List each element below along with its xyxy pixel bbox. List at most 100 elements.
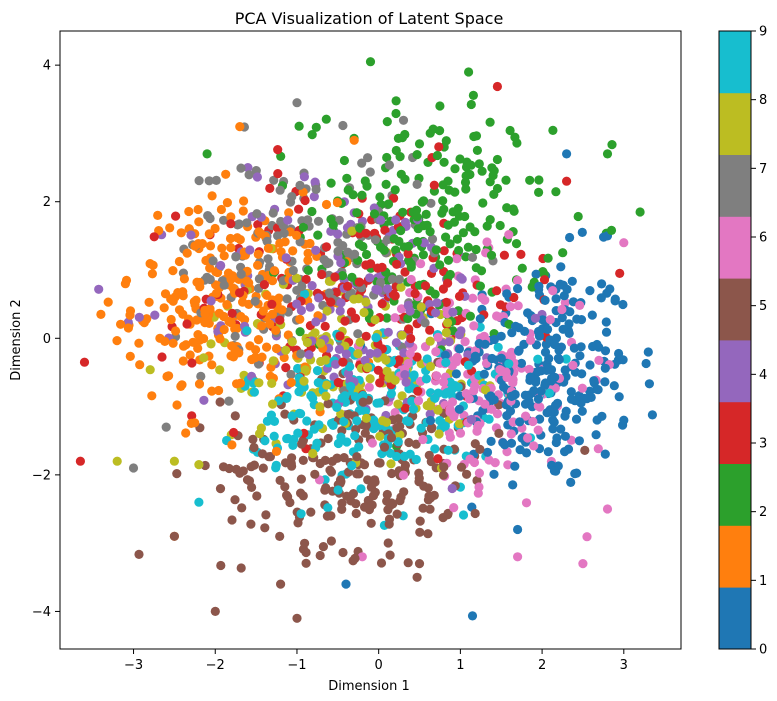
data-point-class-5	[320, 485, 330, 495]
data-point-class-0	[548, 415, 558, 425]
data-point-class-2	[501, 175, 511, 185]
data-point-class-0	[510, 321, 521, 331]
data-point-class-7	[467, 252, 478, 262]
data-point-class-4	[150, 310, 160, 320]
data-point-class-1	[217, 243, 227, 253]
data-point-class-3	[338, 357, 348, 367]
data-point-class-8	[199, 353, 209, 363]
data-point-class-0	[513, 524, 523, 535]
data-point-class-3	[562, 176, 572, 186]
data-point-class-2	[347, 272, 357, 282]
colorbar-tick-label: 4	[759, 368, 767, 383]
data-point-class-5	[414, 468, 424, 478]
data-point-class-5	[301, 547, 311, 558]
data-point-class-7	[236, 262, 246, 272]
data-point-class-9	[463, 360, 473, 370]
data-point-class-4	[134, 312, 144, 322]
data-point-class-6	[560, 297, 570, 308]
data-point-class-0	[454, 404, 464, 414]
data-point-class-5	[404, 437, 414, 448]
data-point-class-7	[287, 192, 297, 202]
data-point-class-0	[542, 408, 552, 418]
data-point-class-3	[413, 386, 423, 396]
data-point-class-6	[418, 434, 428, 445]
data-point-class-1	[192, 277, 202, 287]
data-point-class-6	[468, 293, 478, 303]
data-point-class-1	[166, 314, 176, 325]
colorbar-ticks: 0 1 2 3 4 5 6 7 8 9	[751, 25, 767, 658]
data-point-class-1	[174, 305, 185, 315]
data-point-class-6	[568, 360, 578, 370]
data-point-class-5	[414, 559, 425, 569]
data-point-class-7	[363, 153, 373, 163]
x-axis-label: Dimension 1	[328, 679, 410, 694]
data-point-class-5	[323, 433, 333, 444]
data-point-class-5	[462, 469, 472, 479]
data-point-class-6	[460, 337, 470, 347]
data-point-class-8	[347, 226, 357, 236]
data-point-class-1	[112, 336, 122, 346]
data-point-class-7	[276, 216, 286, 227]
data-point-class-8	[315, 338, 326, 348]
data-point-class-5	[215, 397, 225, 407]
data-point-class-7	[275, 185, 285, 195]
data-point-class-2	[469, 131, 479, 142]
data-point-class-0	[533, 394, 544, 404]
data-point-class-1	[225, 233, 236, 244]
data-point-class-2	[438, 196, 448, 206]
data-point-class-0	[516, 358, 527, 368]
data-point-class-5	[280, 409, 290, 419]
data-point-class-4	[360, 355, 370, 366]
colorbar-segment-8	[719, 92, 751, 155]
data-point-class-5	[275, 475, 285, 485]
data-point-class-5	[494, 428, 504, 438]
data-point-class-0	[549, 466, 560, 476]
data-point-class-5	[475, 444, 485, 454]
data-point-class-7	[311, 184, 321, 194]
data-point-class-1	[284, 208, 294, 218]
data-point-class-1	[165, 223, 175, 233]
data-point-class-1	[116, 319, 126, 329]
data-point-class-1	[185, 350, 195, 360]
data-point-class-3	[516, 249, 526, 259]
data-point-class-5	[367, 500, 377, 510]
data-point-class-2	[471, 244, 481, 255]
data-point-class-7	[231, 252, 241, 262]
data-point-class-0	[475, 314, 485, 324]
data-point-class-1	[232, 233, 242, 243]
data-point-class-3	[492, 286, 502, 296]
data-point-class-2	[452, 234, 462, 244]
data-point-class-5	[343, 409, 353, 419]
data-point-class-1	[103, 297, 113, 307]
data-point-class-7	[219, 215, 229, 225]
data-point-class-8	[378, 416, 388, 426]
data-point-class-5	[399, 487, 409, 497]
data-point-class-2	[432, 150, 442, 161]
data-point-class-5	[403, 558, 413, 568]
data-point-class-2	[404, 241, 414, 251]
data-point-class-0	[564, 328, 574, 338]
data-point-class-2	[443, 176, 453, 186]
data-point-class-2	[294, 121, 304, 131]
data-point-class-4	[299, 172, 309, 182]
data-point-class-2	[543, 253, 553, 263]
data-point-class-8	[215, 365, 225, 375]
data-point-class-2	[391, 145, 401, 156]
data-point-class-0	[486, 436, 496, 446]
data-point-class-4	[245, 245, 255, 255]
data-point-class-3	[404, 324, 414, 334]
data-point-class-1	[174, 256, 184, 267]
data-point-class-8	[390, 375, 400, 385]
data-point-class-6	[455, 428, 466, 438]
data-point-class-6	[433, 332, 443, 342]
data-point-class-5	[238, 466, 248, 476]
data-point-class-8	[425, 361, 436, 372]
data-point-class-8	[433, 405, 443, 415]
data-point-class-5	[456, 462, 467, 472]
data-point-class-7	[244, 170, 254, 180]
data-point-class-1	[148, 260, 158, 270]
data-point-class-0	[600, 449, 610, 459]
data-point-class-0	[609, 381, 619, 391]
data-point-class-8	[425, 401, 436, 411]
data-point-class-3	[377, 299, 387, 309]
